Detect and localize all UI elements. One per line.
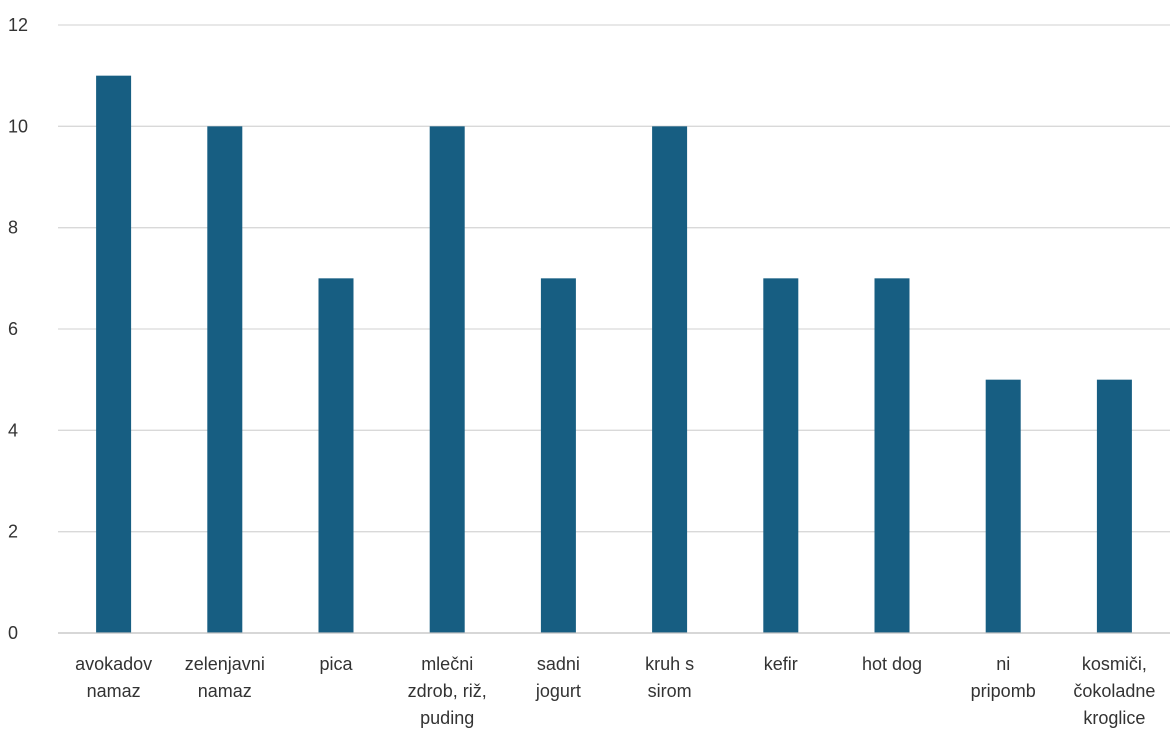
x-category-label-line: ni — [996, 654, 1010, 674]
x-category-label-line: kroglice — [1083, 708, 1145, 728]
x-category-label-line: kruh s — [645, 654, 694, 674]
y-tick-label: 8 — [8, 218, 18, 238]
x-category-label: avokadov namaz — [75, 654, 152, 701]
x-axis-category-labels: avokadov namaz zelenjavni namaz pica mlečni zd… — [75, 654, 1155, 728]
bar-7 — [874, 278, 910, 633]
y-tick-label: 6 — [8, 319, 18, 339]
x-category-label-line: sadni — [537, 654, 580, 674]
x-category-label-line: namaz — [198, 681, 252, 701]
x-category-label-line: mlečni — [421, 654, 473, 674]
y-tick-label: 2 — [8, 522, 18, 542]
x-category-label: kruh s sirom — [645, 654, 694, 701]
y-tick-label: 12 — [8, 15, 28, 35]
x-category-label-line: hot dog — [862, 654, 922, 674]
x-category-label-line: namaz — [87, 681, 141, 701]
y-tick-label: 10 — [8, 116, 28, 136]
x-category-label: pica — [319, 654, 353, 674]
bar-0 — [96, 75, 132, 633]
bar-8 — [985, 379, 1021, 633]
x-category-label-line: kosmiči, — [1082, 654, 1147, 674]
x-category-label-line: pripomb — [971, 681, 1036, 701]
x-category-label-line: zdrob, riž, — [408, 681, 487, 701]
x-category-label: kosmiči, čokoladne kroglice — [1073, 654, 1155, 728]
x-category-label-line: avokadov — [75, 654, 152, 674]
x-category-label-line: kefir — [764, 654, 798, 674]
y-tick-label: 4 — [8, 420, 18, 440]
x-category-label: kefir — [764, 654, 798, 674]
bar-3 — [429, 126, 465, 633]
bar-6 — [763, 278, 799, 633]
x-category-label-line: puding — [420, 708, 474, 728]
x-category-label-line: zelenjavni — [185, 654, 265, 674]
bar-4 — [540, 278, 576, 633]
bar-9 — [1096, 379, 1132, 633]
bar-2 — [318, 278, 354, 633]
y-axis-tick-labels: 0 2 4 6 8 10 12 — [8, 15, 28, 643]
x-category-label-line: čokoladne — [1073, 681, 1155, 701]
x-category-label: hot dog — [862, 654, 922, 674]
x-category-label: mlečni zdrob, riž, puding — [408, 654, 487, 728]
x-category-label: zelenjavni namaz — [185, 654, 265, 701]
y-tick-label: 0 — [8, 623, 18, 643]
bars — [96, 75, 1132, 633]
x-category-label-line: jogurt — [535, 681, 581, 701]
x-category-label: ni pripomb — [971, 654, 1036, 701]
x-category-label-line: pica — [319, 654, 353, 674]
bar-5 — [652, 126, 688, 633]
gridlines — [58, 24, 1170, 533]
bar-1 — [207, 126, 243, 633]
x-category-label-line: sirom — [648, 681, 692, 701]
x-category-label: sadni jogurt — [535, 654, 581, 701]
